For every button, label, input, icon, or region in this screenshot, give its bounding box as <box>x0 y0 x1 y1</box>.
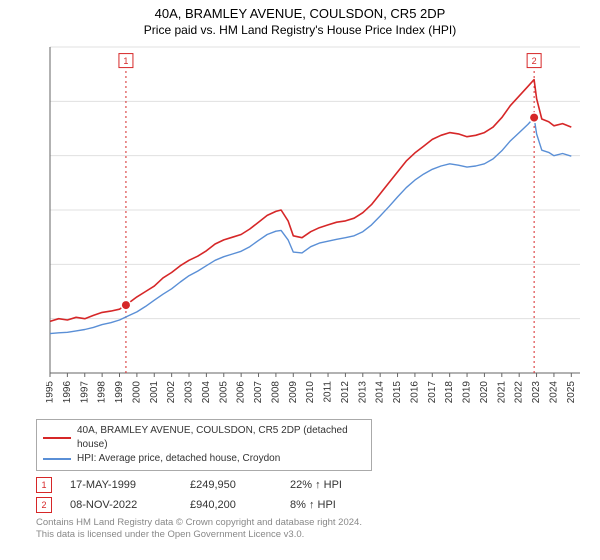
marker-badge: 1 <box>36 477 52 493</box>
page-subtitle: Price paid vs. HM Land Registry's House … <box>0 23 600 37</box>
price-chart: £0£200K£400K£600K£800K£1M£1.2M1995199619… <box>46 41 586 411</box>
attribution-line: This data is licensed under the Open Gov… <box>36 529 566 541</box>
x-axis-label: 2025 <box>566 381 577 404</box>
x-axis-label: 2015 <box>392 381 403 404</box>
x-axis-label: 1997 <box>79 381 90 404</box>
x-axis-label: 2017 <box>427 381 438 404</box>
legend-swatch <box>43 437 71 439</box>
x-axis-label: 2008 <box>270 381 281 404</box>
marker-date: 08-NOV-2022 <box>70 499 190 511</box>
legend-item: HPI: Average price, detached house, Croy… <box>43 452 365 466</box>
x-axis-label: 2020 <box>479 381 490 404</box>
x-axis-label: 2022 <box>514 381 525 404</box>
x-axis-label: 2007 <box>253 381 264 404</box>
marker-badge: 2 <box>36 497 52 513</box>
legend-label: HPI: Average price, detached house, Croy… <box>77 452 280 466</box>
x-axis-label: 2016 <box>409 381 420 404</box>
x-axis-label: 2005 <box>218 381 229 404</box>
marker-details: 1 17-MAY-1999£249,95022% ↑ HPI 2 08-NOV-202… <box>36 477 516 513</box>
x-axis-label: 2012 <box>340 381 351 404</box>
legend-swatch <box>43 458 71 460</box>
chart-marker-badge: 2 <box>532 56 537 66</box>
x-axis-label: 2024 <box>548 381 559 404</box>
x-axis-label: 2018 <box>444 381 455 404</box>
x-axis-label: 2002 <box>166 381 177 404</box>
x-axis-label: 2010 <box>305 381 316 404</box>
legend-label: 40A, BRAMLEY AVENUE, COULSDON, CR5 2DP (… <box>77 424 365 452</box>
x-axis-label: 2021 <box>496 381 507 404</box>
x-axis-label: 1999 <box>114 381 125 404</box>
x-axis-label: 2013 <box>357 381 368 404</box>
legend: 40A, BRAMLEY AVENUE, COULSDON, CR5 2DP (… <box>36 419 372 471</box>
x-axis-label: 2019 <box>462 381 473 404</box>
x-axis-label: 1998 <box>97 381 108 404</box>
attribution-line: Contains HM Land Registry data © Crown c… <box>36 517 566 529</box>
marker-price: £940,200 <box>190 499 290 511</box>
x-axis-label: 2023 <box>531 381 542 404</box>
page-title: 40A, BRAMLEY AVENUE, COULSDON, CR5 2DP <box>0 6 600 21</box>
marker-detail-row: 1 17-MAY-1999£249,95022% ↑ HPI <box>36 477 516 493</box>
marker-price: £249,950 <box>190 479 290 491</box>
x-axis-label: 1995 <box>46 381 56 404</box>
marker-detail-row: 2 08-NOV-2022£940,2008% ↑ HPI <box>36 497 516 513</box>
x-axis-label: 2014 <box>375 381 386 404</box>
x-axis-label: 2000 <box>131 381 142 404</box>
marker-pct: 8% ↑ HPI <box>290 499 390 511</box>
x-axis-label: 2009 <box>288 381 299 404</box>
x-axis-label: 2006 <box>236 381 247 404</box>
marker-date: 17-MAY-1999 <box>70 479 190 491</box>
x-axis-label: 1996 <box>62 381 73 404</box>
chart-marker-badge: 1 <box>123 56 128 66</box>
marker-pct: 22% ↑ HPI <box>290 479 390 491</box>
x-axis-label: 2011 <box>323 381 334 403</box>
x-axis-label: 2003 <box>184 381 195 404</box>
x-axis-label: 2001 <box>149 381 160 404</box>
legend-item: 40A, BRAMLEY AVENUE, COULSDON, CR5 2DP (… <box>43 424 365 452</box>
x-axis-label: 2004 <box>201 381 212 404</box>
attribution: Contains HM Land Registry data © Crown c… <box>36 517 566 541</box>
